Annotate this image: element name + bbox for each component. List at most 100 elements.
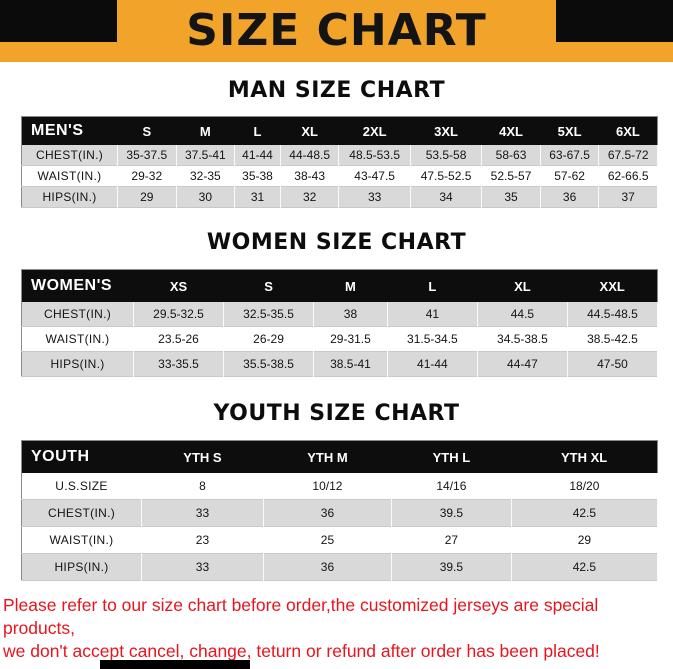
- row-label: CHEST(IN.): [21, 302, 134, 327]
- size-column-header: XL: [477, 269, 568, 302]
- size-value: 36: [263, 499, 393, 527]
- size-column-header: YTH M: [263, 440, 392, 473]
- size-column-header: 4XL: [481, 116, 541, 145]
- size-value: 29: [117, 186, 177, 208]
- size-column-header: XS: [133, 269, 224, 302]
- size-value: 39.5: [391, 499, 512, 527]
- size-value: 35: [481, 186, 541, 208]
- size-value: 33: [141, 499, 264, 527]
- size-column-header: 6XL: [598, 116, 658, 145]
- row-label-header: WOMEN'S: [21, 269, 134, 302]
- youth-size-chart-heading: YOUTH SIZE CHART: [213, 401, 460, 426]
- size-value: 32.5-35.5: [223, 302, 315, 327]
- size-column-header: L: [387, 269, 478, 302]
- row-label: HIPS(IN.): [21, 186, 118, 208]
- row-label: HIPS(IN.): [21, 553, 142, 581]
- size-value: 38-43: [280, 165, 340, 187]
- row-label: CHEST(IN.): [21, 145, 118, 166]
- size-value: 23: [141, 526, 264, 554]
- table-row: WAIST(IN.) 29-32 32-35 35-38 38-43 43-47.5 47.…: [21, 165, 658, 187]
- size-column-header: YTH S: [141, 440, 264, 473]
- corner-block-right: [556, 0, 673, 42]
- size-column-header: M: [313, 269, 388, 302]
- size-value: 18/20: [511, 473, 659, 500]
- size-value: 10/12: [263, 473, 393, 500]
- size-value: 33: [338, 186, 411, 208]
- size-value: 14/16: [391, 473, 512, 500]
- size-value: 62-66.5: [598, 165, 658, 187]
- size-column-header: 5XL: [540, 116, 599, 145]
- size-value: 48.5-53.5: [338, 145, 411, 166]
- size-value: 41: [387, 302, 478, 327]
- size-value: 25: [263, 526, 393, 554]
- size-value: 44.5-48.5: [567, 302, 659, 327]
- size-value: 38: [313, 302, 388, 327]
- corner-block-left: [0, 0, 117, 42]
- size-column-header: 2XL: [338, 116, 411, 145]
- women-size-chart-section: WOMEN SIZE CHART WOMEN'S XS S M L XL XXL CHEST(…: [0, 230, 673, 377]
- row-label: WAIST(IN.): [21, 165, 118, 187]
- size-value: 39.5: [391, 553, 512, 581]
- size-value: 42.5: [511, 499, 659, 527]
- size-value: 38.5-42.5: [567, 326, 659, 352]
- title-banner: SIZE CHART: [0, 0, 673, 62]
- size-column-header: 3XL: [410, 116, 482, 145]
- size-value: 35-37.5: [117, 145, 177, 166]
- table-header-row: WOMEN'S XS S M L XL XXL: [21, 269, 658, 302]
- size-value: 47.5-52.5: [410, 165, 483, 187]
- row-label: HIPS(IN.): [21, 351, 134, 377]
- women-size-table: WOMEN'S XS S M L XL XXL CHEST(IN.) 29.5-32.5 32.5…: [21, 269, 659, 377]
- size-value: 29-31.5: [313, 326, 388, 352]
- size-value: 44-48.5: [280, 145, 340, 166]
- size-column-header: S: [117, 116, 177, 145]
- row-label: CHEST(IN.): [21, 499, 142, 527]
- table-row: HIPS(IN.) 29 30 31 32 33 34 35 36 37: [21, 186, 658, 208]
- row-label: WAIST(IN.): [21, 326, 134, 352]
- size-value: 26-29: [223, 326, 315, 352]
- size-column-header: XL: [280, 116, 339, 145]
- size-value: 43-47.5: [338, 165, 411, 187]
- table-row: U.S.SIZE 8 10/12 14/16 18/20: [21, 473, 659, 500]
- size-value: 33: [141, 553, 264, 581]
- size-value: 29: [511, 526, 659, 554]
- youth-size-table: YOUTH YTH S YTH M YTH L YTH XL U.S.SIZE 8 10/12…: [21, 440, 659, 581]
- size-column-header: M: [176, 116, 235, 145]
- size-value: 31: [234, 186, 281, 208]
- table-row: CHEST(IN.) 35-37.5 37.5-41 41-44 44-48.5 48.5…: [21, 145, 658, 166]
- size-value: 53.5-58: [410, 145, 483, 166]
- size-column-header: YTH L: [391, 440, 512, 473]
- table-row: CHEST(IN.) 33 36 39.5 42.5: [21, 499, 659, 527]
- size-value: 33-35.5: [133, 351, 225, 377]
- size-column-header: L: [234, 116, 281, 145]
- size-value: 36: [540, 186, 600, 208]
- row-label: WAIST(IN.): [21, 526, 142, 554]
- table-header-row: MEN'S S M L XL 2XL 3XL 4XL 5XL 6XL: [21, 116, 658, 145]
- size-value: 63-67.5: [540, 145, 600, 166]
- size-value: 42.5: [511, 553, 659, 581]
- man-size-chart-heading: MAN SIZE CHART: [227, 78, 446, 103]
- size-value: 34: [410, 186, 483, 208]
- size-column-header: XXL: [567, 269, 658, 302]
- size-value: 31.5-34.5: [387, 326, 478, 352]
- order-policy-line-2: we don't accept cancel, change, teturn o…: [3, 641, 600, 662]
- size-value: 38.5-41: [313, 351, 388, 377]
- size-value: 44.5: [477, 302, 568, 327]
- size-value: 36: [263, 553, 393, 581]
- size-value: 47-50: [567, 351, 659, 377]
- man-size-chart-section: MAN SIZE CHART MEN'S S M L XL 2XL 3XL 4XL 5XL 6XL…: [0, 78, 673, 208]
- size-value: 44-47: [477, 351, 568, 377]
- size-value: 30: [176, 186, 236, 208]
- page-title: SIZE CHART: [186, 5, 487, 56]
- table-row: WAIST(IN.) 23 25 27 29: [21, 526, 659, 554]
- size-value: 8: [141, 473, 264, 500]
- row-label-header: YOUTH: [21, 440, 142, 473]
- size-column-header: S: [223, 269, 314, 302]
- row-label: U.S.SIZE: [21, 473, 142, 500]
- youth-size-chart-section: YOUTH SIZE CHART YOUTH YTH S YTH M YTH L YTH…: [0, 401, 673, 581]
- size-value: 27: [391, 526, 512, 554]
- bottom-decor-bar: [100, 660, 250, 669]
- size-value: 37.5-41: [176, 145, 236, 166]
- size-value: 41-44: [234, 145, 281, 166]
- table-row: HIPS(IN.) 33 36 39.5 42.5: [21, 553, 659, 581]
- size-value: 23.5-26: [133, 326, 225, 352]
